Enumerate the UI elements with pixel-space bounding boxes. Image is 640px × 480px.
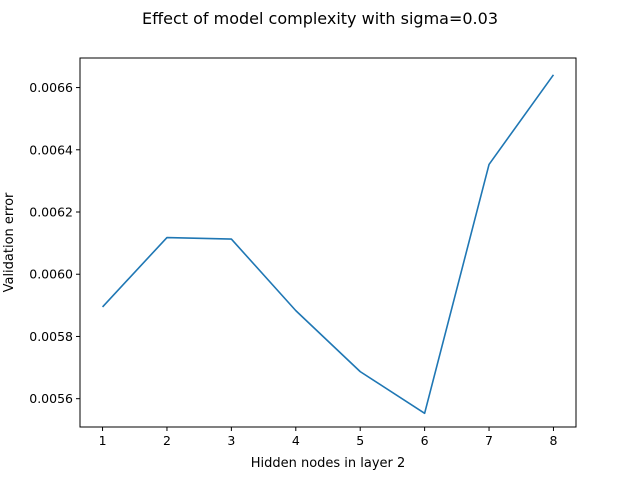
data-point (488, 164, 490, 166)
x-axis-label: Hidden nodes in layer 2 (251, 456, 406, 471)
y-tick-label: 0.0066 (29, 80, 73, 95)
y-tick-label: 0.0062 (29, 205, 73, 220)
plot-area: 1 2 3 4 5 6 7 8 0.0056 0.0058 0.0060 0.0062 0.0064 0.… (29, 74, 557, 448)
y-tick-label: 0.0056 (29, 391, 73, 406)
data-point (102, 306, 104, 308)
x-tick-label: 3 (227, 433, 235, 448)
x-tick-label: 7 (485, 433, 493, 448)
data-point (295, 310, 297, 312)
y-tick-label: 0.0058 (29, 329, 73, 344)
data-point (231, 238, 233, 240)
series-line (101, 74, 555, 415)
x-tick-label: 4 (292, 433, 300, 448)
y-tick-label: 0.0064 (29, 142, 73, 157)
y-tick-label: 0.0060 (29, 267, 73, 282)
x-tick-label: 8 (549, 433, 557, 448)
data-point (553, 74, 555, 76)
x-tick-label: 1 (99, 433, 107, 448)
chart-title: Effect of model complexity with sigma=0.… (142, 9, 498, 28)
x-tick-label: 5 (356, 433, 364, 448)
plot-frame (79, 57, 577, 428)
x-tick-label: 2 (163, 433, 171, 448)
data-point (359, 371, 361, 373)
y-axis-label: Validation error (2, 192, 17, 292)
data-point (424, 413, 426, 415)
data-point (166, 237, 168, 239)
x-tick-label: 6 (421, 433, 429, 448)
